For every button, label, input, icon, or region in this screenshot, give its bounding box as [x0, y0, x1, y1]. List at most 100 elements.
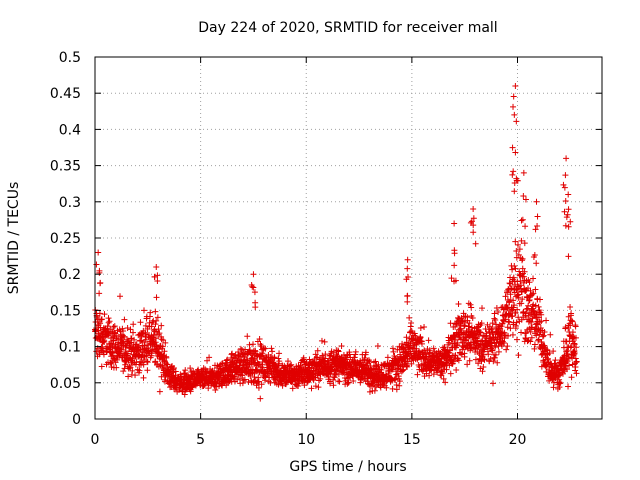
data-point: [126, 363, 133, 370]
data-point: [550, 348, 557, 355]
data-point: [464, 361, 471, 368]
data-point: [144, 367, 151, 374]
data-point: [525, 302, 532, 309]
data-point: [481, 356, 488, 363]
data-point: [246, 341, 253, 348]
data-point: [100, 351, 107, 358]
data-point: [567, 218, 574, 225]
data-point: [142, 331, 149, 338]
data-point: [187, 388, 194, 395]
data-point: [509, 312, 516, 319]
data-point: [568, 310, 575, 317]
data-point: [470, 229, 477, 236]
data-point: [414, 371, 421, 378]
data-point: [421, 323, 428, 330]
data-point: [121, 316, 128, 323]
data-point: [441, 344, 448, 351]
data-point: [276, 358, 283, 365]
data-point: [154, 314, 161, 321]
data-point: [518, 300, 525, 307]
data-point: [206, 354, 213, 361]
data-point: [161, 348, 168, 355]
data-point: [512, 281, 519, 288]
data-point: [524, 285, 531, 292]
data-point: [124, 325, 131, 332]
data-point: [512, 265, 519, 272]
data-point: [109, 342, 116, 349]
data-point: [569, 329, 576, 336]
data-point: [573, 344, 580, 351]
data-point: [513, 336, 520, 343]
data-point: [98, 363, 105, 370]
data-point: [533, 332, 540, 339]
data-point: [515, 291, 522, 298]
data-point: [205, 385, 212, 392]
data-point: [479, 305, 486, 312]
data-point: [275, 355, 282, 362]
data-point: [533, 198, 540, 205]
data-point: [392, 375, 399, 382]
data-point: [275, 381, 282, 388]
data-point: [511, 262, 518, 269]
data-point: [528, 334, 535, 341]
data-point: [262, 377, 269, 384]
data-point: [158, 322, 165, 329]
y-tick-label: 0.5: [59, 50, 81, 66]
data-point: [466, 357, 473, 364]
data-point: [153, 317, 160, 324]
data-point: [538, 311, 545, 318]
data-point: [428, 366, 435, 373]
data-point: [439, 370, 446, 377]
data-point: [148, 323, 155, 330]
data-point: [538, 318, 545, 325]
axis-ticks: 0 0.05 0.1 0.15 0.2 0.25 0.3 0.35 0.4 0.45 0.5 0 5 10…: [50, 50, 602, 448]
data-point: [162, 339, 169, 346]
data-point: [105, 331, 112, 338]
grid: [95, 57, 602, 419]
data-point: [95, 249, 102, 256]
data-point: [567, 344, 574, 351]
data-point: [523, 329, 530, 336]
data-point: [335, 378, 342, 385]
data-point: [110, 323, 117, 330]
data-point: [518, 217, 525, 224]
data-point: [153, 335, 160, 342]
data-point: [569, 354, 576, 361]
data-point: [450, 358, 457, 365]
data-point: [161, 378, 168, 385]
data-point: [318, 337, 325, 344]
data-point: [343, 356, 350, 363]
data-point: [514, 306, 521, 313]
data-point: [335, 347, 342, 354]
data-point: [172, 368, 179, 375]
data-point: [284, 358, 291, 365]
data-point: [223, 382, 230, 389]
data-point: [572, 363, 579, 370]
data-point: [534, 213, 541, 220]
data-point: [394, 360, 401, 367]
data-point: [499, 338, 506, 345]
data-point: [502, 293, 509, 300]
data-point: [96, 290, 103, 297]
data-point: [492, 351, 499, 358]
data-point: [513, 118, 520, 125]
data-point: [525, 297, 532, 304]
data-point: [564, 366, 571, 373]
data-point: [522, 196, 529, 203]
data-point: [510, 297, 517, 304]
y-tick-label: 0.4: [59, 122, 81, 138]
y-tick-label: 0.05: [50, 376, 81, 392]
data-point: [509, 171, 516, 178]
data-point: [529, 315, 536, 322]
data-point: [519, 257, 526, 264]
data-point: [336, 378, 343, 385]
data-point: [569, 318, 576, 325]
data-point: [140, 356, 147, 363]
data-point: [519, 296, 526, 303]
data-point: [400, 366, 407, 373]
data-point: [384, 354, 391, 361]
data-point: [451, 278, 458, 285]
data-point: [571, 341, 578, 348]
data-point: [151, 273, 158, 280]
